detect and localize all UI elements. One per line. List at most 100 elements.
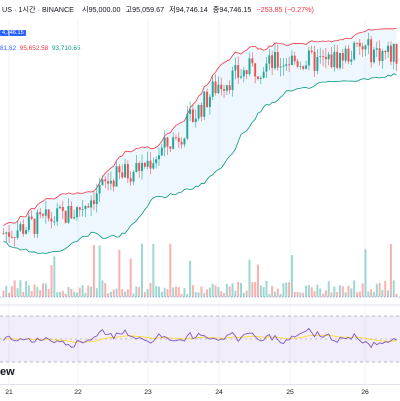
candle-body <box>112 180 115 187</box>
candle-body <box>282 65 285 67</box>
volume-bar <box>129 258 132 297</box>
volume-bar <box>5 285 8 297</box>
candle-body <box>172 137 175 149</box>
volume-bar <box>372 292 375 297</box>
price-chart[interactable] <box>0 0 400 384</box>
candle-body <box>124 164 127 178</box>
volume-bar <box>310 287 313 297</box>
volume-bar <box>87 285 90 297</box>
candle-body <box>44 209 47 216</box>
candle-body <box>389 45 392 62</box>
volume-bar <box>251 282 254 297</box>
low-label: 저 <box>169 5 176 14</box>
low-value: 94,746.14 <box>175 5 208 14</box>
tradingview-logo[interactable]: ew <box>0 366 15 378</box>
candle-body <box>149 160 152 169</box>
volume-bar <box>149 282 152 297</box>
volume-bar <box>254 281 257 297</box>
high-value: 95,059.67 <box>132 5 165 14</box>
close-label: 종 <box>212 5 220 14</box>
candle-body <box>81 208 84 210</box>
volume-bar <box>10 286 13 297</box>
volume-bar <box>217 287 220 297</box>
candle-body <box>353 42 356 60</box>
volume-bar <box>214 285 217 297</box>
volume-bar <box>211 283 214 297</box>
candle-body <box>211 81 214 97</box>
volume-bar <box>305 285 308 297</box>
volume-bar <box>265 280 268 297</box>
bb-upper-line <box>3 27 397 226</box>
volume-bar <box>58 291 61 297</box>
volume-bar <box>375 283 378 297</box>
volume-bar <box>174 286 177 297</box>
candle-body <box>152 163 155 169</box>
volume-bar <box>183 287 186 297</box>
candle-body <box>191 109 194 123</box>
candle-body <box>183 138 186 145</box>
candle-body <box>307 50 310 66</box>
volume-bar <box>53 256 56 297</box>
volume-bar <box>330 292 333 297</box>
volume-bar <box>50 265 53 297</box>
candle-body <box>13 237 16 238</box>
change-value: −253.85 (−0.27%) <box>256 5 314 14</box>
x-tick: 21 <box>5 389 13 396</box>
candle-body <box>310 50 313 52</box>
volume-bar <box>166 289 169 297</box>
volume-bar <box>282 283 285 297</box>
candle-body <box>276 51 279 68</box>
candle-body <box>256 76 259 79</box>
candle-body <box>265 63 268 72</box>
volume-bar <box>259 285 262 297</box>
candle-body <box>189 109 192 115</box>
volume-bar <box>126 289 129 297</box>
candle-body <box>19 224 22 231</box>
candle-body <box>197 104 200 119</box>
volume-bar <box>322 293 325 297</box>
volume-bar <box>208 287 211 297</box>
candle-body <box>296 61 299 67</box>
volume-bar <box>92 245 95 297</box>
candle-body <box>344 48 347 61</box>
candle-body <box>118 166 121 173</box>
candle-body <box>208 96 211 107</box>
bb-lower-line <box>3 73 397 254</box>
volume-bar <box>262 287 265 297</box>
volume-bar <box>234 290 237 297</box>
volume-bar <box>288 282 291 297</box>
candle-body <box>234 64 237 71</box>
time-axis[interactable]: 21 22 23 24 25 26 <box>0 384 400 401</box>
candle-body <box>319 56 322 58</box>
candle-body <box>223 89 226 91</box>
candle-body <box>84 205 87 209</box>
candle-body <box>206 91 209 107</box>
candle-body <box>341 53 344 61</box>
volume-bar <box>109 291 112 297</box>
volume-bar <box>206 289 209 297</box>
candle-body <box>64 210 67 223</box>
volume-bar <box>157 286 160 297</box>
candle-body <box>225 85 228 91</box>
volume-bar <box>313 291 316 297</box>
volume-bar <box>381 289 384 297</box>
candle-body <box>115 166 118 187</box>
volume-bar <box>256 264 259 297</box>
volume-bar <box>124 291 127 297</box>
candle-body <box>228 85 231 91</box>
volume-bar <box>67 287 70 297</box>
volume-bar <box>169 243 172 297</box>
candle-body <box>146 160 149 167</box>
candle-body <box>194 118 197 123</box>
candle-body <box>305 65 308 69</box>
x-tick: 25 <box>286 389 294 396</box>
candle-body <box>163 137 166 148</box>
candle-body <box>347 48 350 62</box>
volume-bar <box>296 291 299 297</box>
candle-body <box>395 43 398 64</box>
x-tick: 26 <box>361 389 369 396</box>
candle-body <box>70 205 73 219</box>
symbol-label[interactable]: US · 1시간 · BINANCE <box>2 5 74 14</box>
candle-body <box>302 66 305 69</box>
volume-bar <box>336 292 339 297</box>
